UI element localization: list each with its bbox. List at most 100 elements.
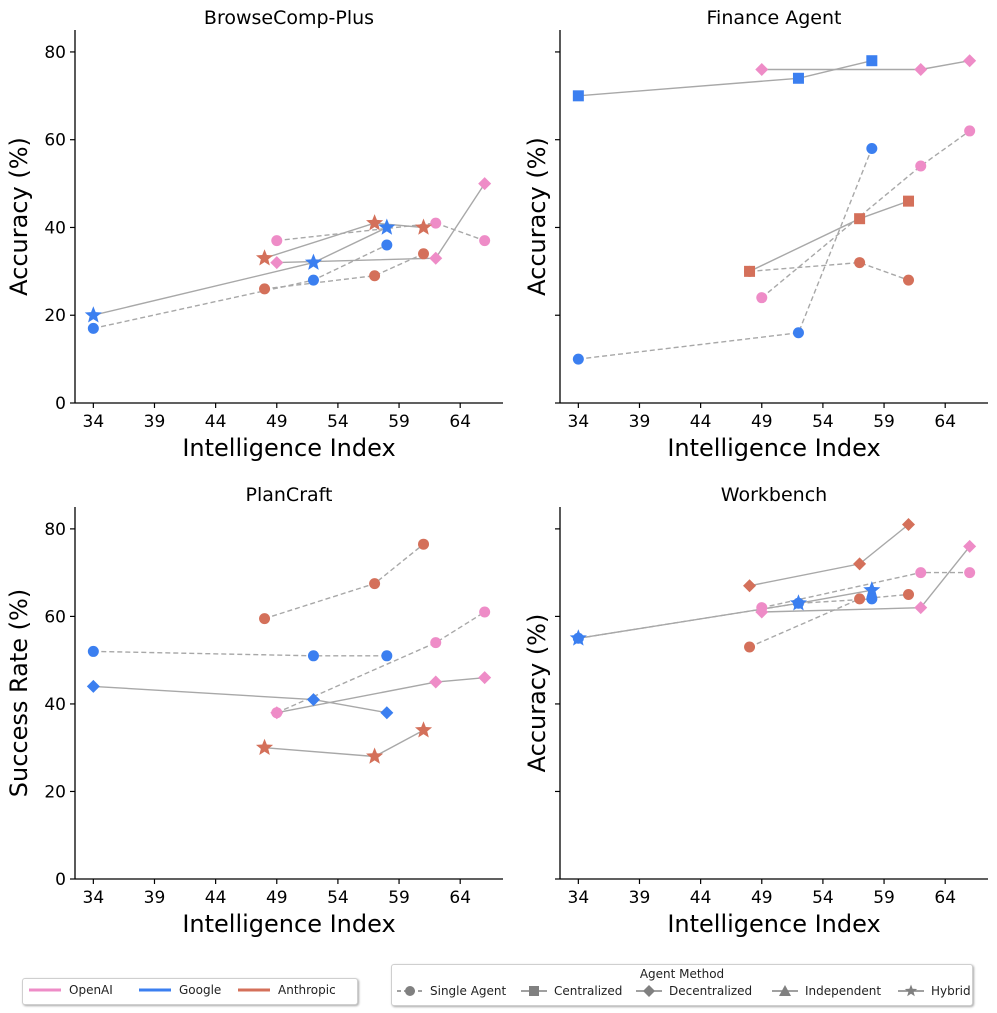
legend-item-independent: Independent	[771, 984, 881, 998]
x-tick-label: 44	[205, 888, 227, 908]
x-tick-label: 44	[690, 412, 712, 432]
data-point-google-hybrid	[378, 218, 396, 235]
chart-panel-browsecomp-plus: BrowseComp-Plus 34 39 44 49 54 59 64 0 20 40 60 80 In…	[5, 7, 503, 462]
x-tick-label: 44	[690, 888, 712, 908]
data-point-google-hybrid	[304, 253, 323, 270]
square-marker-swatch	[521, 986, 547, 996]
chart-panel-finance-agent: Finance Agent 34 39 44 49 54 59 64 Intelligence …	[523, 7, 988, 462]
data-point-openai-single-agent	[430, 637, 442, 649]
y-tick-label: 20	[44, 782, 66, 802]
chart-title: PlanCraft	[246, 484, 333, 506]
y-tick-label: 60	[44, 607, 66, 627]
series-line-openai-single-agent	[276, 611, 486, 714]
data-point-openai-decentralized	[963, 54, 977, 68]
data-point-openai-decentralized	[963, 539, 977, 553]
data-point-openai-single-agent	[964, 567, 976, 579]
data-point-anthropic-hybrid	[414, 721, 433, 738]
data-point-anthropic-centralized	[903, 195, 915, 207]
data-point-openai-decentralized	[478, 671, 492, 685]
legend-item-centralized: Centralized	[520, 984, 622, 998]
circle-marker-swatch	[397, 986, 423, 996]
series-line-google-single-agent	[93, 650, 387, 657]
data-point-anthropic-centralized	[854, 213, 866, 225]
legend-label-openai: OpenAI	[69, 983, 113, 997]
data-point-anthropic-decentralized	[853, 557, 867, 571]
data-point-anthropic-decentralized	[902, 518, 916, 532]
data-point-anthropic-decentralized	[743, 579, 757, 593]
x-tick-label: 54	[812, 412, 834, 432]
x-tick-label: 59	[388, 888, 410, 908]
data-point-google-decentralized	[86, 679, 100, 693]
data-point-anthropic-single-agent	[418, 248, 430, 260]
data-point-anthropic-single-agent	[369, 270, 381, 282]
chart-title: Finance Agent	[707, 7, 842, 29]
data-point-openai-single-agent	[271, 235, 283, 247]
data-point-google-single-agent	[792, 327, 804, 339]
data-point-openai-single-agent	[756, 292, 768, 304]
x-tick-label: 64	[449, 412, 471, 432]
series-line-google-centralized	[578, 60, 872, 97]
data-point-google-centralized	[866, 55, 878, 67]
series-line-anthropic-single-agent	[264, 543, 424, 620]
x-tick-label: 59	[388, 412, 410, 432]
x-tick-label: 49	[751, 412, 773, 432]
data-point-anthropic-single-agent	[418, 538, 430, 550]
data-point-openai-single-agent	[915, 567, 927, 579]
data-point-google-decentralized	[380, 706, 394, 720]
x-tick-label: 54	[327, 888, 349, 908]
openai-line-swatch	[29, 988, 61, 992]
data-point-google-single-agent	[792, 597, 804, 609]
x-axis-label: Intelligence Index	[667, 434, 880, 462]
data-point-openai-single-agent	[430, 217, 442, 229]
data-point-openai-decentralized	[429, 675, 443, 689]
data-point-openai-single-agent	[915, 160, 927, 172]
chart-title: BrowseComp-Plus	[204, 7, 374, 29]
data-point-anthropic-hybrid	[255, 738, 274, 755]
data-point-anthropic-single-agent	[259, 283, 271, 295]
x-tick-label: 54	[812, 888, 834, 908]
series-line-anthropic-centralized	[749, 200, 909, 273]
data-point-anthropic-single-agent	[369, 578, 381, 590]
legend-label-single-agent: Single Agent	[430, 984, 507, 998]
data-point-google-single-agent	[572, 632, 584, 644]
triangle-marker-swatch	[772, 985, 798, 996]
legend-item-openai: OpenAI	[27, 983, 113, 997]
data-point-anthropic-single-agent	[259, 613, 271, 625]
legend-item-single-agent: Single Agent	[396, 984, 506, 998]
x-tick-label: 64	[934, 888, 956, 908]
series-line-anthropic-decentralized	[749, 523, 909, 587]
data-point-google-single-agent	[87, 645, 99, 657]
google-line-swatch	[139, 988, 171, 992]
data-point-google-single-agent	[87, 322, 99, 334]
x-axis-label: Intelligence Index	[182, 910, 395, 938]
y-axis-label: Success Rate (%)	[5, 589, 33, 797]
x-tick-label: 44	[205, 412, 227, 432]
data-point-anthropic-single-agent	[744, 265, 756, 277]
series-line-openai-single-agent	[761, 130, 971, 299]
x-tick-label: 49	[266, 888, 288, 908]
data-point-anthropic-hybrid	[255, 249, 274, 266]
y-tick-label: 40	[44, 695, 66, 715]
x-tick-label: 39	[629, 888, 651, 908]
series-line-google-single-agent	[578, 598, 872, 639]
data-point-google-hybrid	[84, 306, 102, 323]
chart-panel-workbench: Workbench 34 39 44 49 54 59 64 Intelligence Inde…	[523, 484, 988, 938]
x-tick-label: 49	[266, 412, 288, 432]
x-tick-label: 39	[629, 412, 651, 432]
legend-label-decentralized: Decentralized	[669, 984, 753, 998]
series-line-openai-decentralized	[276, 677, 485, 714]
data-point-openai-single-agent	[756, 602, 768, 614]
data-point-openai-decentralized	[755, 62, 769, 76]
x-tick-label: 59	[873, 888, 895, 908]
legend-label-anthropic: Anthropic	[278, 983, 336, 997]
legend-item-google: Google	[137, 983, 221, 997]
chart-panel-plancraft: PlanCraft 34 39 44 49 54 59 64 0 20 40 60 80 Intellig…	[5, 484, 503, 938]
series-line-openai-single-agent	[276, 222, 485, 242]
y-tick-label: 0	[55, 870, 66, 890]
y-tick-label: 80	[44, 520, 66, 540]
method-legend: Agent Method Single Agent Centralized De…	[391, 964, 973, 1006]
chart-title: Workbench	[721, 484, 827, 506]
data-point-google-single-agent	[307, 274, 319, 286]
data-point-openai-decentralized	[270, 256, 284, 270]
